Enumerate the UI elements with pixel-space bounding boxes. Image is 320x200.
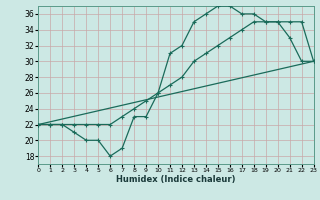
X-axis label: Humidex (Indice chaleur): Humidex (Indice chaleur) (116, 175, 236, 184)
